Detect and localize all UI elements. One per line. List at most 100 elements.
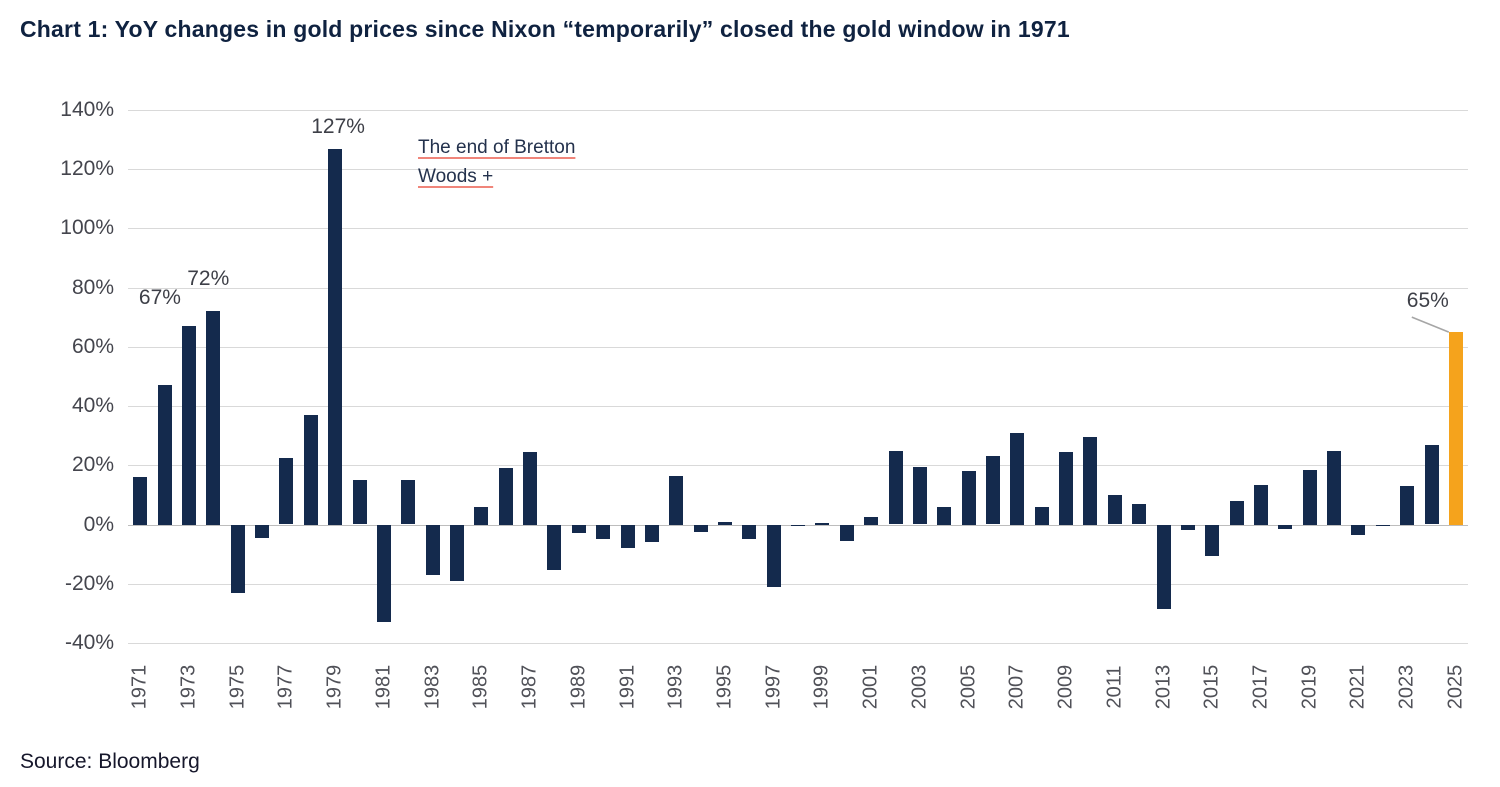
bar-value-label: 67% bbox=[138, 286, 181, 310]
x-axis-tick-label: 1983 bbox=[421, 664, 443, 710]
bar bbox=[547, 524, 562, 571]
bar bbox=[620, 524, 635, 549]
bar bbox=[961, 471, 976, 525]
bar bbox=[303, 415, 318, 525]
x-axis-tick-label: 2013 bbox=[1152, 664, 1174, 710]
gridline bbox=[128, 169, 1468, 171]
bar bbox=[1132, 503, 1147, 525]
x-axis-tick-label: 1999 bbox=[810, 664, 833, 710]
bar bbox=[1424, 444, 1439, 525]
bar bbox=[791, 524, 805, 527]
bar bbox=[1107, 494, 1122, 525]
bar bbox=[181, 326, 196, 525]
y-axis-tick-label: 0% bbox=[83, 512, 114, 536]
bar bbox=[571, 524, 586, 534]
bar bbox=[425, 524, 440, 575]
bar bbox=[401, 480, 416, 525]
x-axis-tick-label: 1985 bbox=[469, 664, 492, 710]
bar bbox=[376, 524, 391, 623]
y-axis-tick-label: 60% bbox=[71, 334, 114, 358]
x-axis-tick-label: 1971 bbox=[128, 664, 151, 710]
x-axis-tick-label: 2019 bbox=[1298, 664, 1321, 710]
x-axis-tick-label: 2001 bbox=[859, 664, 882, 710]
bar-highlight bbox=[1448, 332, 1463, 525]
bar bbox=[1327, 450, 1341, 525]
bar bbox=[669, 475, 684, 525]
bar bbox=[596, 524, 611, 540]
x-axis-tick-label: 1979 bbox=[323, 664, 346, 710]
bar bbox=[864, 517, 879, 525]
bar bbox=[1400, 486, 1415, 525]
x-axis-tick-label: 2009 bbox=[1054, 664, 1077, 710]
bar bbox=[1034, 506, 1049, 525]
bar bbox=[1059, 452, 1073, 525]
bar bbox=[1375, 524, 1390, 526]
x-axis-tick-label: 2007 bbox=[1005, 664, 1028, 710]
bar bbox=[1351, 524, 1366, 535]
gridline bbox=[128, 228, 1468, 230]
x-axis-tick-label: 1981 bbox=[372, 664, 395, 710]
bar bbox=[1302, 469, 1317, 525]
bar bbox=[255, 524, 269, 538]
y-axis-tick-label: 120% bbox=[60, 157, 114, 181]
y-axis-tick-label: 140% bbox=[60, 98, 114, 121]
bar bbox=[133, 477, 148, 525]
gridline bbox=[128, 583, 1468, 585]
bar bbox=[937, 506, 952, 525]
bar bbox=[717, 521, 732, 525]
y-axis-tick-label: 100% bbox=[60, 216, 114, 240]
x-axis-tick-label: 2021 bbox=[1346, 664, 1369, 710]
y-axis-tick-label: 20% bbox=[71, 453, 114, 477]
x-axis-tick-label: 2011 bbox=[1103, 665, 1126, 709]
bar bbox=[985, 456, 1000, 525]
bar bbox=[474, 506, 489, 525]
bar bbox=[352, 480, 367, 525]
bar bbox=[279, 457, 294, 525]
bar bbox=[1278, 524, 1293, 529]
bar bbox=[815, 523, 830, 525]
x-axis-tick-label: 2005 bbox=[957, 664, 979, 710]
x-axis-tick-label: 2017 bbox=[1249, 664, 1272, 710]
x-axis-tick-label: 1991 bbox=[616, 664, 638, 710]
bar bbox=[912, 466, 927, 525]
y-axis-tick-label: 40% bbox=[71, 394, 114, 418]
bar bbox=[1083, 437, 1098, 525]
y-axis-tick-label: -40% bbox=[64, 631, 114, 654]
bar bbox=[888, 451, 903, 525]
bar bbox=[742, 524, 757, 540]
x-axis-tick-label: 1975 bbox=[226, 664, 249, 710]
gridline bbox=[128, 110, 1468, 111]
x-axis-tick-label: 1997 bbox=[762, 664, 785, 710]
bar bbox=[644, 524, 659, 543]
bar bbox=[1229, 500, 1244, 525]
x-axis-tick-label: 1977 bbox=[274, 664, 297, 710]
bar bbox=[206, 311, 221, 525]
source-caption: Source: Bloomberg bbox=[20, 750, 200, 773]
x-axis-tick-label: 1993 bbox=[664, 664, 687, 710]
gridline bbox=[128, 465, 1468, 467]
bar bbox=[1156, 524, 1171, 609]
x-axis-tick-label: 2003 bbox=[908, 664, 931, 710]
gridline bbox=[128, 643, 1468, 644]
bar bbox=[498, 468, 513, 525]
bar bbox=[1253, 484, 1268, 525]
gridline bbox=[128, 346, 1468, 348]
bar-value-label: 127% bbox=[311, 115, 365, 139]
bar bbox=[157, 385, 172, 525]
gridline bbox=[128, 287, 1468, 289]
bar bbox=[839, 524, 854, 541]
bretton-woods-callout: The end of Bretton Woods + bbox=[418, 137, 576, 187]
bar bbox=[1205, 524, 1220, 556]
y-axis-tick-label: -20% bbox=[64, 571, 114, 595]
bar bbox=[230, 524, 245, 593]
bar bbox=[1180, 524, 1195, 531]
chart-title: Chart 1: YoY changes in gold prices sinc… bbox=[20, 16, 1070, 42]
x-axis-tick-label: 1989 bbox=[567, 664, 590, 710]
x-axis-tick-label: 1973 bbox=[177, 664, 200, 710]
bar bbox=[766, 524, 781, 587]
bar bbox=[1010, 432, 1025, 525]
x-axis-tick-label: 2023 bbox=[1395, 664, 1418, 710]
